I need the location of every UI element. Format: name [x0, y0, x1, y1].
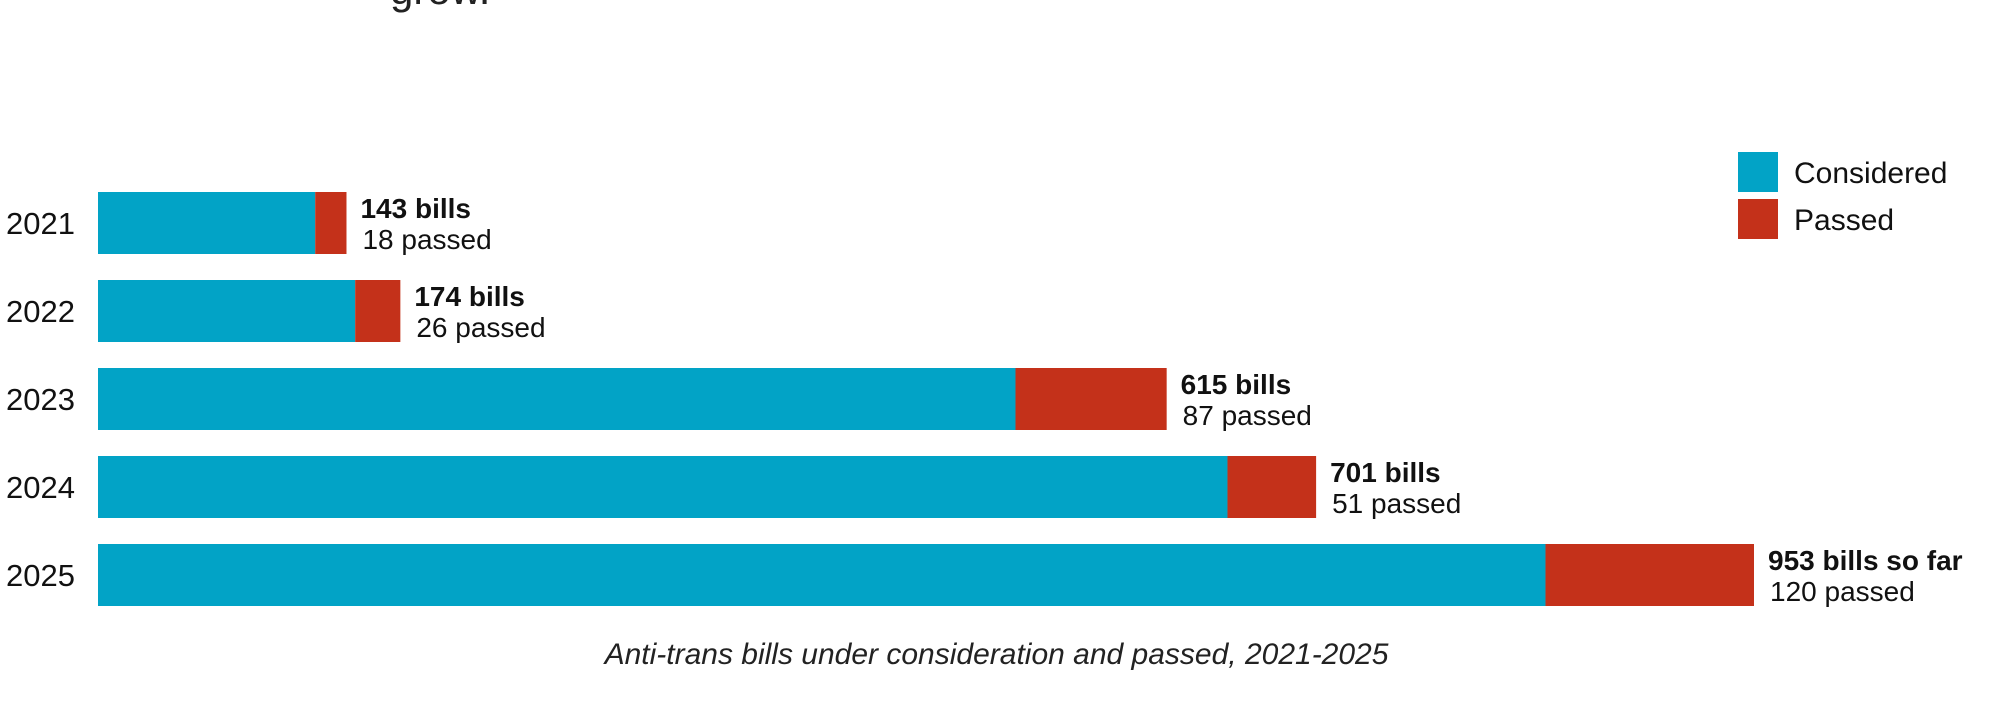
data-label-passed-2023: 87 passed — [1183, 400, 1312, 431]
legend-swatch-considered — [1738, 152, 1778, 192]
data-label-total-2021: 143 bills — [360, 193, 471, 224]
legend-label-considered: Considered — [1794, 157, 1947, 190]
bar-considered-2021 — [98, 192, 316, 254]
data-label-passed-2024: 51 passed — [1332, 488, 1461, 519]
chart-caption: Anti-trans bills under consideration and… — [604, 638, 1389, 671]
bar-considered-2024 — [98, 456, 1228, 518]
data-label-total-2025: 953 bills so far — [1768, 545, 1963, 576]
data-label-passed-2022: 26 passed — [416, 312, 545, 343]
year-label-2025: 2025 — [6, 558, 75, 593]
bar-considered-2022 — [98, 280, 356, 342]
data-label-passed-2021: 18 passed — [362, 224, 491, 255]
data-label-total-2024: 701 bills — [1330, 457, 1441, 488]
bar-passed-2022 — [355, 280, 401, 342]
data-label-passed-2025: 120 passed — [1770, 576, 1915, 607]
legend-label-passed: Passed — [1794, 204, 1894, 237]
data-label-total-2022: 174 bills — [414, 281, 525, 312]
bar-passed-2021 — [315, 192, 347, 254]
year-label-2023: 2023 — [6, 382, 75, 417]
year-label-2022: 2022 — [6, 294, 75, 329]
legend-swatch-passed — [1738, 199, 1778, 239]
year-label-2024: 2024 — [6, 470, 75, 505]
year-label-2021: 2021 — [6, 206, 75, 241]
bar-considered-2025 — [98, 544, 1546, 606]
bar-passed-2023 — [1015, 368, 1167, 430]
bar-considered-2023 — [98, 368, 1016, 430]
headline-fragment: grow. — [390, 0, 490, 14]
data-label-total-2023: 615 bills — [1181, 369, 1292, 400]
bar-passed-2024 — [1227, 456, 1317, 518]
bar-passed-2025 — [1545, 544, 1754, 606]
